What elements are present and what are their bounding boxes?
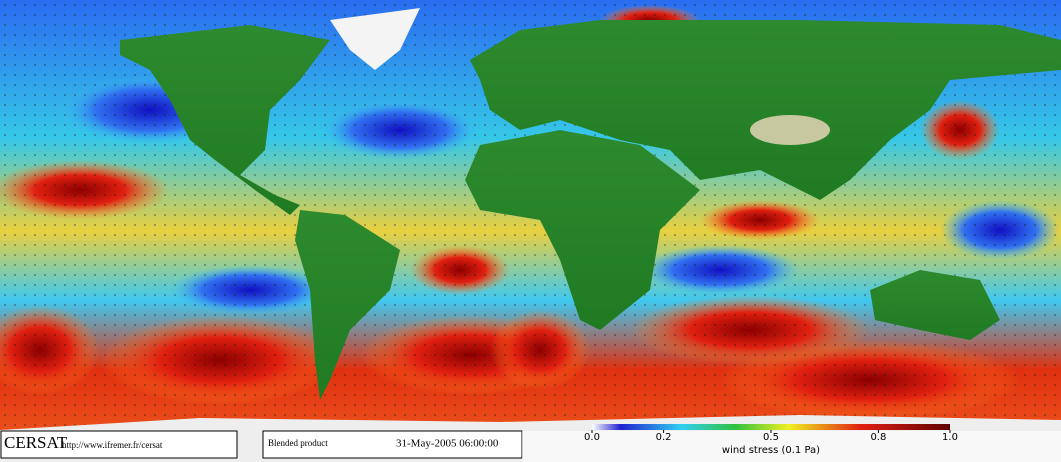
colorbar-label: wind stress (0.1 Pa)	[722, 445, 820, 456]
date: 31-May-2005 06:00:00	[396, 438, 499, 450]
logo-box	[0, 430, 238, 459]
colorbar-tick-label: 0.5	[763, 432, 779, 443]
footer: CERSAT http://www.ifremer.fr/cersat Blen…	[0, 424, 1061, 462]
url: http://www.ifremer.fr/cersat	[62, 440, 163, 450]
logo: CERSAT	[4, 433, 68, 452]
colorbar-tick-label: 1.0	[942, 432, 958, 443]
colorbar	[592, 424, 950, 430]
product: Blended product	[268, 438, 328, 448]
colorbar-tick-label: 0.0	[584, 432, 600, 443]
colorbar-tick-label: 0.8	[870, 432, 886, 443]
info-box	[262, 430, 523, 459]
colorbar-tick-label: 0.2	[656, 432, 672, 443]
colorbar-background	[522, 431, 1061, 462]
